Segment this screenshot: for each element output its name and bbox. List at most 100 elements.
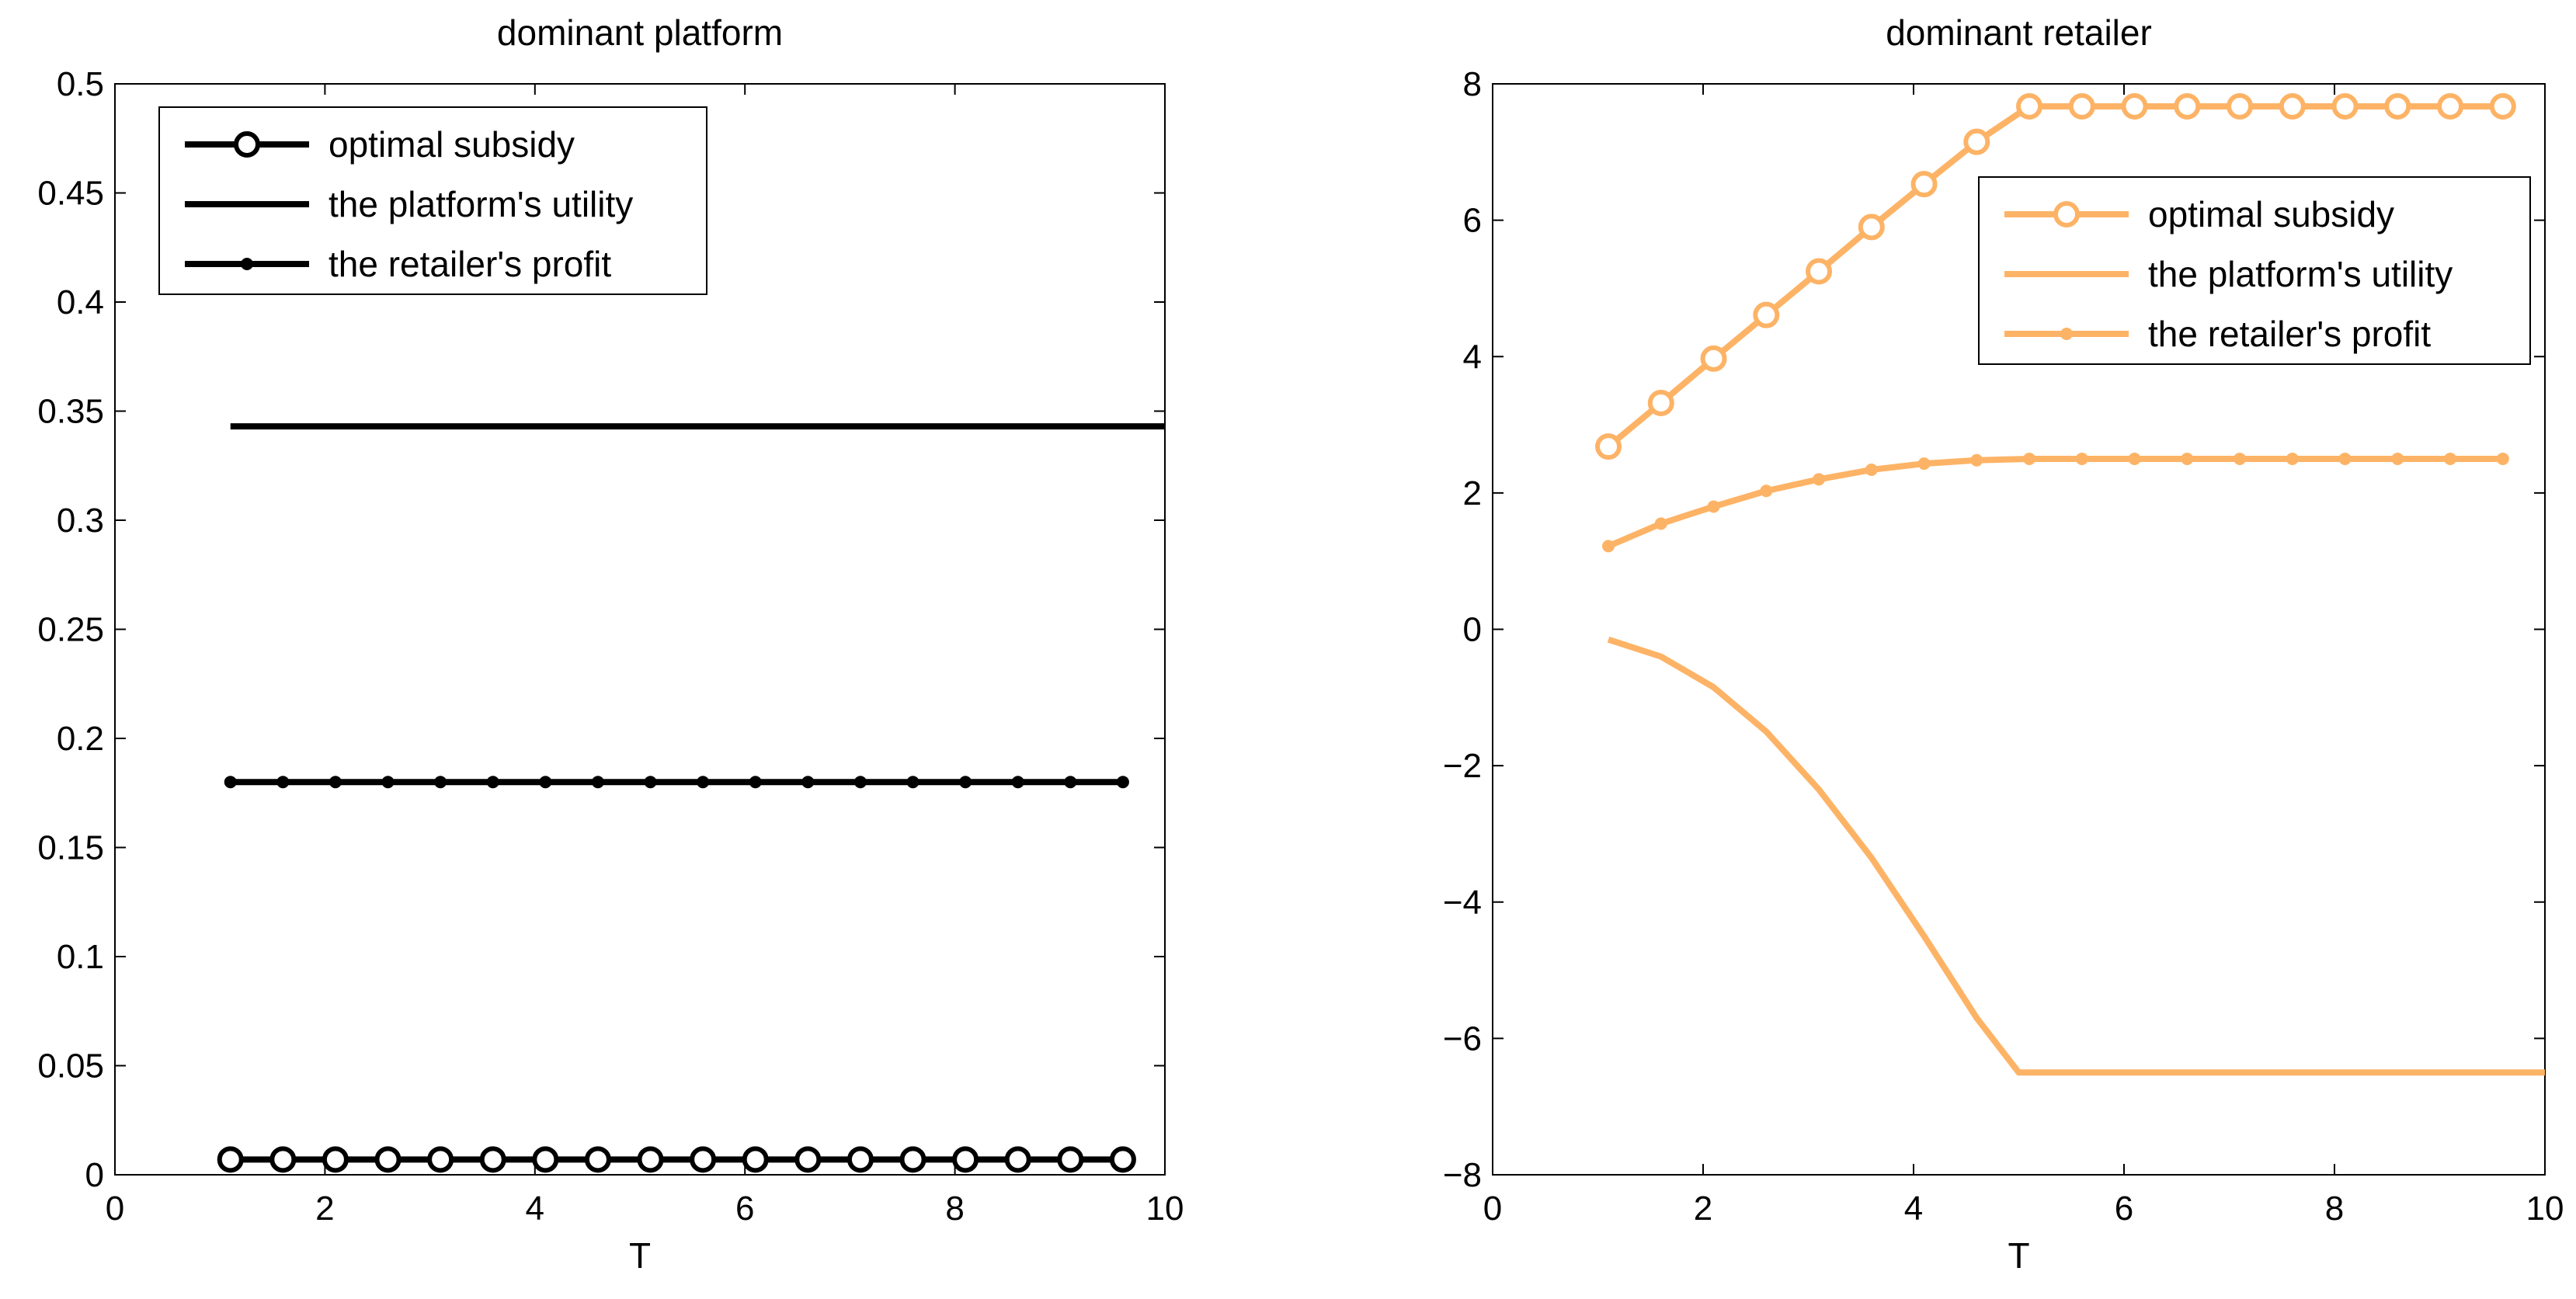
data-point [2121,92,2148,120]
legend-swatch-marker [241,258,253,270]
data-point [1963,128,1990,155]
data-point [434,776,447,789]
y-tick-label: 6 [1463,202,1482,240]
plot-area [217,423,1165,1173]
legend: optimal subsidy the platform's utility the… [158,106,707,295]
data-point [322,1146,349,1173]
data-point [2068,92,2095,120]
data-point [2489,92,2516,120]
x-tick-label: 0 [1483,1190,1502,1228]
data-point [2384,92,2411,120]
data-point [1910,171,1938,198]
y-tick-label: 0.4 [57,283,104,321]
data-point [1647,389,1674,416]
y-tick-label: 0.1 [57,938,104,976]
data-point [374,1146,402,1173]
y-tick-label: 0.3 [57,502,104,540]
y-tick-label: −4 [1443,884,1482,922]
legend-label: the retailer's profit [329,244,611,284]
data-point [846,1146,874,1173]
data-point [2075,452,2088,465]
x-tick-label: 8 [945,1190,964,1228]
data-point [2391,452,2404,465]
y-tick-label: 0 [1463,611,1482,649]
data-point [269,1146,297,1173]
legend-label: the retailer's profit [2148,314,2431,354]
series-line-3 [1607,455,2503,550]
legend: optimal subsidy the platform's utility the… [1978,176,2531,365]
data-point [742,1146,769,1173]
y-tick-label: 0.05 [37,1047,104,1085]
data-point [1813,473,1826,486]
x-axis-label: T [2008,1235,2029,1276]
data-point [1109,1146,1136,1173]
series-line-2 [1607,636,2545,1076]
x-tick-label: 4 [1904,1190,1923,1228]
x-tick-label: 2 [1694,1190,1712,1228]
data-point [1806,258,1833,285]
data-point [2437,92,2464,120]
data-point [2023,452,2036,465]
data-point [2181,452,2194,465]
data-point [591,776,604,789]
data-point [427,1146,454,1173]
data-point [2338,452,2352,465]
y-tick-label: 0.45 [37,175,104,213]
data-point [276,776,290,789]
data-point [2234,452,2247,465]
data-point [952,1146,979,1173]
data-point [224,776,237,789]
data-point [479,1146,506,1173]
y-tick-label: 4 [1463,338,1482,376]
y-tick-label: 8 [1463,65,1482,103]
data-point [2227,92,2254,120]
data-point [584,1146,611,1173]
data-point [1064,776,1077,789]
data-point [1602,540,1615,553]
legend-label: optimal subsidy [329,124,575,165]
chart-dominant-retailer: dominant retailer 0 2 4 6 8 10 −8 −6 −4 −2 0 2 4 6 8 Top… [1443,12,2564,1276]
data-point [1654,517,1667,530]
y-tick-label: 0.35 [37,393,104,431]
data-point [749,776,762,789]
data-point [1116,776,1129,789]
data-point [2286,452,2299,465]
y-tick-label: −8 [1443,1156,1482,1194]
x-tick-label: 0 [106,1190,124,1228]
data-point [906,776,920,789]
legend-swatch-marker [234,131,260,158]
data-point [486,776,499,789]
x-tick-label: 4 [526,1190,544,1228]
y-tick-label: 0 [85,1156,104,1194]
legend-label: the platform's utility [2148,254,2453,294]
x-tick-label: 6 [2115,1190,2133,1228]
data-point [1917,457,1931,471]
y-tick-label: 0.15 [37,829,104,867]
data-point [2279,92,2306,120]
data-point [539,776,552,789]
data-point [1865,464,1878,477]
data-point [1760,485,1773,498]
y-tick-label: 0.2 [57,720,104,758]
data-point [1707,500,1720,513]
data-point [2128,452,2141,465]
y-tick-label: 0.25 [37,611,104,649]
data-point [794,1146,822,1173]
data-point [1970,453,1983,467]
data-point [1004,1146,1031,1173]
x-tick-label: 10 [2526,1190,2564,1228]
data-point [2331,92,2359,120]
y-tick-label: 0.5 [57,65,104,103]
data-point [2016,92,2043,120]
data-point [2174,92,2201,120]
data-point [697,776,710,789]
data-point [690,1146,717,1173]
data-point [853,776,867,789]
data-point [959,776,972,789]
data-point [381,776,395,789]
x-axis-label: T [629,1235,651,1276]
x-tick-label: 8 [2325,1190,2344,1228]
data-point [217,1146,244,1173]
data-point [532,1146,559,1173]
x-tick-label: 2 [315,1190,334,1228]
